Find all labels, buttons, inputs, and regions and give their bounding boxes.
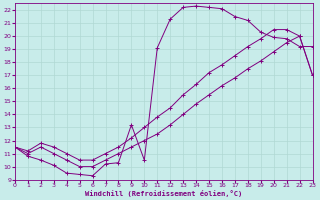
X-axis label: Windchill (Refroidissement éolien,°C): Windchill (Refroidissement éolien,°C) bbox=[85, 190, 242, 197]
